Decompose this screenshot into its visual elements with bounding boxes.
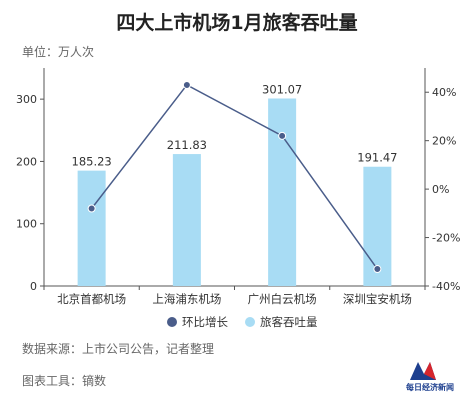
data-source: 数据来源：上市公司公告，记者整理: [22, 342, 215, 356]
left-axis-tick-label: 100: [16, 218, 37, 231]
legend-marker: [167, 317, 177, 327]
bar: [268, 98, 297, 286]
bar: [77, 170, 106, 286]
right-axis-tick-label: -40%: [432, 280, 460, 293]
growth-line: [91, 83, 378, 270]
category-label: 深圳宝安机场: [343, 292, 412, 306]
left-axis-group: 0 100 200 300: [16, 68, 425, 293]
growth-point: [87, 204, 96, 213]
legend-label: 环比增长: [182, 315, 228, 329]
bar-value-label: 191.47: [357, 151, 397, 165]
bar-value-label: 211.83: [167, 138, 207, 152]
category-label: 上海浦东机场: [152, 292, 221, 306]
left-axis-tick-label: 0: [30, 280, 37, 293]
chart-svg: 0 100 200 300 -40% -20% 0% 20% 40% 185.23 211.83…: [16, 68, 460, 329]
legend-marker: [245, 317, 255, 327]
right-axis-tick-label: -20%: [432, 232, 460, 245]
bar-labels-group: 185.23 211.83 301.07 191.47: [72, 82, 398, 168]
chart-tool: 图表工具：镝数: [22, 374, 107, 388]
category-label: 广州白云机场: [248, 292, 317, 306]
right-axis-tick-label: 40%: [432, 86, 456, 99]
left-axis-tick-label: 200: [16, 155, 37, 168]
growth-point: [373, 265, 382, 274]
right-axis-tick-label: 0%: [432, 183, 449, 196]
growth-point: [278, 131, 287, 140]
growth-point: [182, 80, 191, 89]
category-labels-group: 北京首都机场 上海浦东机场 广州白云机场 深圳宝安机场: [43, 286, 426, 306]
bars-group: [77, 98, 392, 286]
legend-group: 环比增长 旅客吞吐量: [167, 315, 318, 329]
right-axis-group: -40% -20% 0% 20% 40%: [424, 68, 460, 293]
brand-logo: 每日经济新闻: [406, 362, 454, 392]
logo-text: 每日经济新闻: [406, 382, 454, 392]
right-axis-tick-label: 20%: [432, 135, 456, 148]
left-axis-tick-label: 300: [16, 93, 37, 106]
bar-value-label: 301.07: [262, 82, 302, 96]
unit-label: 单位：万人次: [22, 45, 95, 59]
bar-value-label: 185.23: [72, 155, 112, 169]
category-label: 北京首都机场: [57, 292, 126, 306]
legend-label: 旅客吞吐量: [260, 315, 318, 329]
chart-title: 四大上市机场1月旅客吞吐量: [116, 12, 358, 34]
bar: [172, 154, 201, 286]
line-group: [87, 80, 382, 274]
